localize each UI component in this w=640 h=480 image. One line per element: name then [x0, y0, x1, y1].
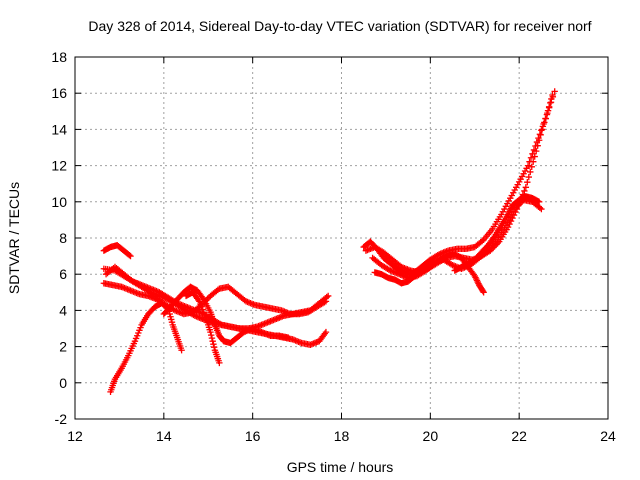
y-tick-label: 14	[51, 121, 67, 137]
data-point	[178, 347, 185, 354]
data-point	[127, 252, 134, 260]
x-tick-label: 24	[600, 428, 616, 444]
x-tick-label: 20	[423, 428, 439, 444]
data-point	[216, 359, 223, 367]
data-point	[538, 127, 545, 134]
y-tick-label: 18	[51, 49, 67, 65]
data-point	[322, 298, 330, 305]
data-point	[541, 119, 548, 126]
y-tick-label: 10	[51, 194, 67, 210]
data-point	[534, 142, 541, 149]
data-point	[535, 137, 543, 144]
data-series	[451, 193, 543, 274]
data-point	[547, 99, 555, 106]
data-point	[324, 292, 332, 300]
data-point	[527, 168, 534, 176]
y-axis-label: SDTVAR / TECUs	[6, 182, 22, 294]
x-tick-label: 18	[334, 428, 350, 444]
data-point	[126, 251, 133, 259]
data-point	[545, 104, 553, 111]
data-point	[285, 334, 292, 341]
data-point	[208, 331, 215, 339]
y-tick-label: 16	[51, 85, 67, 101]
chart-title: Day 328 of 2014, Sidereal Day-to-day VTE…	[88, 18, 591, 34]
data-point	[522, 184, 530, 191]
data-point	[322, 328, 330, 336]
data-point	[525, 173, 532, 181]
data-series	[182, 289, 223, 367]
data-series	[160, 283, 292, 347]
x-tick-label: 16	[245, 428, 261, 444]
y-tick-label: 12	[51, 158, 67, 174]
data-point	[530, 158, 537, 165]
data-point	[527, 154, 535, 161]
data-series	[102, 263, 332, 332]
y-tick-label: 6	[59, 266, 67, 282]
data-point	[536, 204, 544, 212]
data-point	[521, 187, 528, 195]
data-point	[480, 289, 487, 296]
data-point	[551, 88, 558, 95]
data-point	[532, 147, 540, 155]
x-tick-label: 14	[156, 428, 172, 444]
data-point	[528, 163, 535, 171]
data-point	[538, 126, 546, 133]
data-point	[479, 287, 487, 295]
x-axis-label: GPS time / hours	[287, 459, 394, 475]
grid-layer	[75, 57, 608, 419]
data-point	[544, 109, 551, 117]
y-tick-label: -2	[55, 411, 68, 427]
data-point	[323, 293, 330, 301]
x-tick-label: 12	[67, 428, 83, 444]
data-point	[538, 205, 545, 213]
data-point	[209, 337, 216, 345]
data-point	[542, 115, 549, 122]
data-point	[321, 299, 328, 306]
data-point	[524, 178, 531, 186]
data-series	[100, 280, 330, 318]
data-series	[107, 299, 185, 396]
data-point	[478, 237, 486, 245]
data-point	[531, 153, 538, 160]
y-tick-label: 2	[59, 339, 67, 355]
data-layer	[100, 88, 558, 396]
data-point	[535, 198, 543, 205]
data-point	[208, 334, 216, 342]
x-tick-label: 22	[511, 428, 527, 444]
data-point	[524, 162, 532, 169]
data-point	[207, 328, 214, 336]
y-tick-label: 4	[59, 302, 67, 318]
data-point	[210, 340, 217, 348]
y-tick-label: 0	[59, 375, 67, 391]
data-point	[549, 93, 557, 101]
data-point	[210, 344, 218, 351]
y-tick-label: 8	[59, 230, 67, 246]
data-series	[100, 242, 134, 260]
data-point	[537, 131, 544, 139]
data-point	[540, 120, 547, 128]
